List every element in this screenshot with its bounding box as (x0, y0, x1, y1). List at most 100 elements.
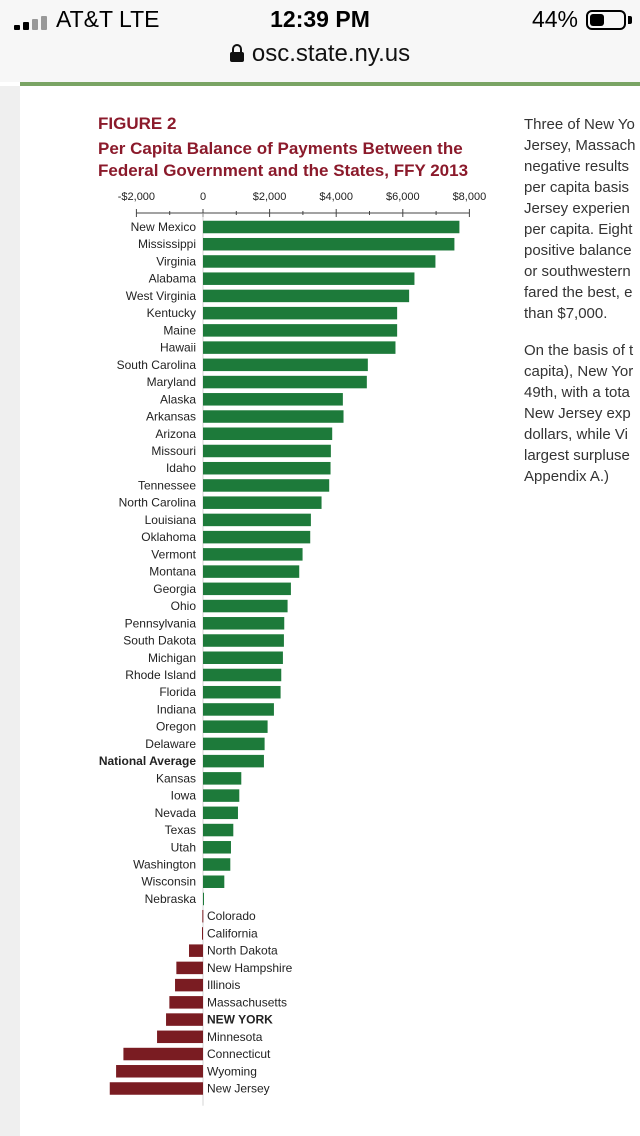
text-line: Jersey, Massach (524, 137, 636, 154)
bar (203, 358, 368, 372)
category-label: Connecticut (207, 1047, 271, 1061)
x-tick-label: $8,000 (453, 191, 487, 203)
category-label: Indiana (157, 702, 197, 716)
x-tick-label: $2,000 (253, 191, 287, 203)
bar (203, 461, 331, 475)
text-line: capita), New Yor (524, 363, 634, 380)
bar (203, 548, 303, 561)
bar (203, 892, 204, 906)
bar (203, 772, 242, 785)
x-tick-label: $4,000 (319, 191, 353, 203)
category-label: Georgia (153, 582, 196, 596)
bar (203, 220, 460, 234)
category-label: Oklahoma (141, 530, 196, 544)
bar (202, 927, 204, 940)
bar (169, 996, 203, 1009)
category-label: Arkansas (146, 410, 196, 424)
battery-cap (628, 16, 632, 24)
figure-title: Per Capita Balance of Payments Between t… (98, 138, 518, 182)
bar (116, 1065, 203, 1078)
text-line: per capita basis (524, 179, 630, 196)
category-label: Kansas (156, 771, 196, 785)
bar (203, 806, 238, 820)
bar (175, 978, 203, 992)
category-label: Hawaii (160, 341, 196, 355)
lock-icon (229, 44, 244, 62)
status-bar: AT&T LTE 12:39 PM 44% (0, 0, 640, 40)
category-label: South Carolina (117, 358, 197, 372)
category-label: National Average (99, 754, 196, 768)
category-label: Texas (165, 823, 196, 837)
bar (166, 1013, 203, 1026)
text-line: than $7,000. (524, 305, 608, 322)
page-header-rule (20, 82, 640, 86)
bar (202, 909, 204, 923)
category-label: Mississippi (138, 237, 196, 251)
url-text[interactable]: osc.state.ny.us (251, 40, 411, 67)
bar (203, 341, 396, 354)
bar (203, 841, 231, 854)
carrier-label: AT&T LTE (56, 6, 160, 32)
category-label: Alaska (160, 392, 196, 406)
battery-percentage: 44% (531, 6, 578, 32)
category-label: Montana (149, 565, 196, 579)
bar (203, 479, 330, 492)
text-line: per capita. Eight (524, 221, 633, 238)
category-label: Wyoming (207, 1064, 257, 1078)
category-label: New Hampshire (207, 961, 293, 975)
category-label: Minnesota (207, 1030, 263, 1044)
category-label: Louisiana (145, 513, 197, 527)
category-label: Florida (159, 685, 196, 699)
bar (203, 754, 264, 768)
x-tick-label: $6,000 (386, 191, 420, 203)
text-line: largest surpluse (524, 447, 630, 464)
bar (203, 272, 415, 285)
battery-icon (586, 10, 626, 30)
bar (203, 565, 300, 578)
category-label: West Virginia (126, 289, 197, 303)
clock: 12:39 PM (270, 6, 370, 32)
bar (203, 324, 398, 337)
category-label: Arizona (155, 427, 196, 441)
bar (203, 703, 274, 716)
category-label: NEW YORK (207, 1013, 273, 1027)
bar (203, 496, 322, 509)
category-label: Washington (133, 858, 196, 872)
text-line: Three of New Yo (524, 116, 635, 133)
page-gutter (0, 86, 20, 1136)
text-line: New Jersey exp (524, 405, 631, 422)
bar (203, 444, 331, 458)
bar (203, 530, 311, 544)
figure-number: FIGURE 2 (98, 114, 177, 133)
bar (203, 255, 436, 268)
bar (203, 237, 455, 251)
category-label: Michigan (148, 651, 196, 665)
category-label: Virginia (156, 254, 196, 268)
bar (203, 427, 333, 441)
bar (203, 393, 343, 406)
figure-title-line-1: Per Capita Balance of Payments Between t… (98, 139, 463, 158)
bar (203, 582, 291, 596)
category-label: Nebraska (145, 892, 197, 906)
category-label: Idaho (166, 461, 196, 475)
category-label: Delaware (145, 737, 196, 751)
category-label: New Mexico (131, 220, 197, 234)
figure-title-line-2: Federal Government and the States, FFY 2… (98, 161, 469, 180)
bar (203, 823, 234, 837)
bar (203, 617, 285, 630)
text-line: 49th, with a tota (524, 384, 630, 401)
bar (203, 599, 288, 613)
bar (203, 513, 311, 527)
category-label: Tennessee (138, 478, 196, 492)
x-tick-label: -$2,000 (118, 191, 155, 203)
category-label: Maryland (147, 375, 196, 389)
text-line: dollars, while Vi (524, 426, 628, 443)
bar (109, 1082, 203, 1095)
category-label: Colorado (207, 909, 256, 923)
body-paragraph-2: On the basis of t capita), New Yor 49th,… (524, 340, 640, 487)
bar (203, 875, 225, 888)
address-bar[interactable]: osc.state.ny.us (0, 40, 640, 82)
bar (203, 634, 284, 647)
category-label: Alabama (149, 272, 197, 286)
